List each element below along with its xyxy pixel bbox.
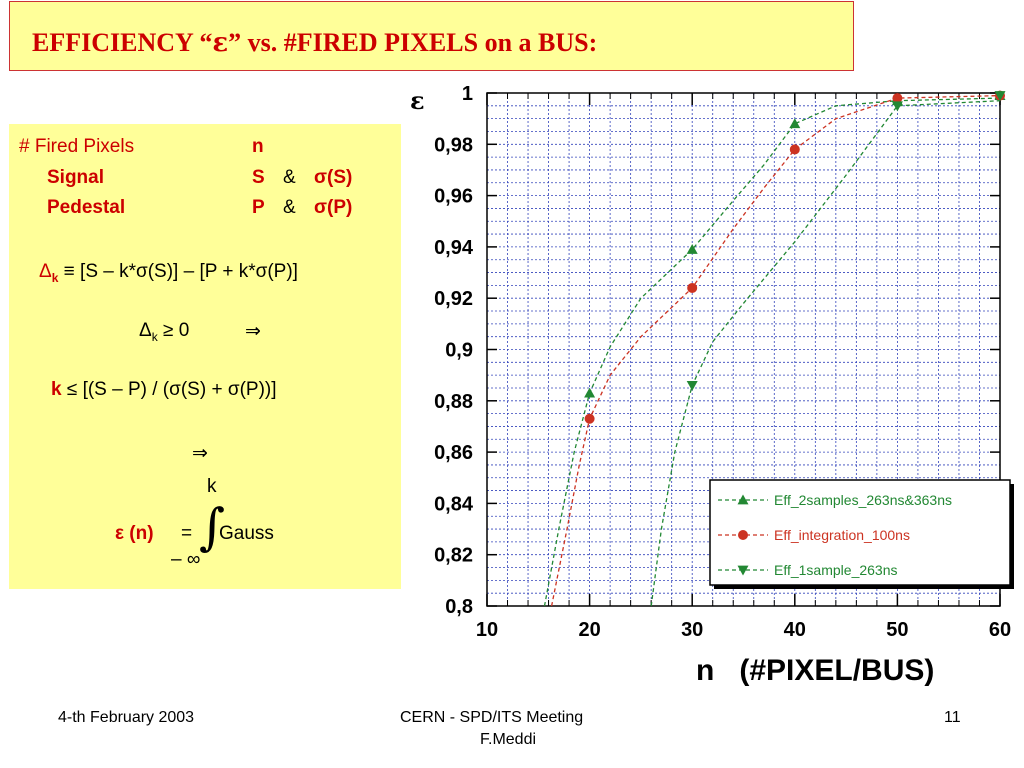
signal-sigma: σ(S)	[314, 167, 353, 188]
title-banner: EFFICIENCY “ε” vs. #FIRED PIXELS on a BU…	[9, 1, 854, 71]
y-tick-label: 1	[462, 83, 473, 105]
x-tick-label: 50	[886, 619, 908, 641]
data-point	[686, 381, 698, 391]
k-symbol: k	[51, 379, 62, 400]
fired-pixels-symbol: n	[252, 136, 264, 157]
y-tick-label: 0,94	[434, 237, 474, 259]
footer-page-number: 11	[944, 709, 961, 726]
x-tick-label: 30	[681, 619, 703, 641]
legend: Eff_2samples_263ns&363ns Eff_integration_…	[709, 479, 1014, 589]
series-line	[650, 100, 1001, 607]
epsilon-of-n: ε (n)	[115, 523, 154, 544]
integral-upper-limit: k	[207, 476, 217, 497]
footer-author: F.Meddi	[480, 731, 537, 748]
y-tick-label: 0,98	[434, 134, 473, 156]
legend-marker	[737, 565, 749, 576]
signal-label: Signal	[47, 167, 105, 188]
data-point	[892, 93, 903, 104]
title-suffix: ” vs. #FIRED PIXELS on a BUS:	[228, 28, 598, 57]
delta-expression: ≡ [S – k*σ(S)] – [P + k*σ(P)]	[63, 261, 298, 282]
pedestal-ampersand: &	[283, 197, 296, 218]
slide-title: EFFICIENCY “ε” vs. #FIRED PIXELS on a BU…	[32, 28, 597, 58]
y-tick-label: 0,9	[445, 340, 473, 362]
y-tick-label: 0,84	[434, 493, 474, 515]
fired-pixels-label: # Fired Pixels	[19, 136, 135, 157]
data-point	[584, 413, 595, 424]
cond-delta: Δ	[139, 320, 152, 341]
signal-ampersand: &	[283, 167, 296, 188]
x-tick-label: 20	[578, 619, 600, 641]
k-expression: ≤ [(S – P) / (σ(S) + σ(P))]	[66, 379, 277, 400]
x-tick-label: 10	[476, 619, 498, 641]
gauss-label: Gauss	[219, 523, 274, 544]
data-point	[686, 243, 698, 254]
cond-subscript: k	[151, 329, 158, 344]
equals-sign: =	[181, 523, 193, 544]
integral-lower-limit: – ∞	[171, 549, 201, 570]
data-point	[789, 118, 801, 129]
delta-condition: Δk ≥ 0	[139, 320, 189, 344]
x-tick-label: 40	[784, 619, 806, 641]
pedestal-label: Pedestal	[47, 197, 126, 218]
y-tick-label: 0,88	[434, 391, 473, 413]
legend-box	[709, 479, 1011, 586]
y-tick-label: 0,86	[434, 442, 473, 464]
pedestal-sigma: σ(P)	[314, 197, 353, 218]
legend-entry: Eff_integration_100ns	[774, 527, 910, 543]
y-axis-label: ε	[410, 86, 425, 115]
legend-entry: Eff_1sample_263ns	[774, 562, 898, 578]
y-tick-label: 0,96	[434, 186, 473, 208]
data-point	[687, 282, 698, 293]
y-tick-label: 0,92	[434, 288, 473, 310]
legend-marker	[737, 494, 749, 505]
series-line	[543, 97, 1001, 607]
footer-date: 4-th February 2003	[58, 709, 195, 726]
data-series	[543, 90, 1006, 607]
signal-symbol: S	[252, 167, 265, 188]
title-prefix: EFFICIENCY “	[32, 28, 213, 57]
grid-lines	[486, 92, 1001, 607]
legend-entry: Eff_2samples_263ns&363ns	[774, 492, 952, 508]
title-epsilon: ε	[212, 28, 229, 58]
axis-ticks: 10 20 30 40 50 60 0,8 0,82 0,84 0,86 0,88 0,9 0,92 0,…	[434, 83, 1011, 641]
y-tick-label: 0,82	[434, 545, 473, 567]
implies-arrow-2: ⇒	[192, 443, 208, 464]
legend-marker	[738, 530, 748, 540]
data-point	[584, 387, 596, 398]
k-bound: k ≤ [(S – P) / (σ(S) + σ(P))]	[51, 379, 277, 401]
cond-rest: ≥ 0	[162, 320, 190, 341]
footer-meeting: CERN - SPD/ITS Meeting	[400, 709, 584, 726]
x-axis-label: n (#PIXEL/BUS)	[696, 654, 934, 687]
implies-arrow-1: ⇒	[245, 321, 261, 342]
data-point	[994, 91, 1006, 102]
data-point	[789, 144, 800, 155]
data-point	[891, 101, 903, 112]
delta-symbol: Δ	[39, 261, 52, 282]
integral-symbol: ∫	[199, 498, 226, 556]
series-3	[650, 91, 1006, 607]
delta-subscript: k	[51, 270, 59, 285]
x-tick-label: 60	[989, 619, 1011, 641]
delta-definition: Δk ≡ [S – k*σ(S)] – [P + k*σ(P)]	[39, 261, 298, 285]
definitions-panel: # Fired Pixels n Signal S & σ(S) Pedesta…	[9, 124, 401, 589]
pedestal-symbol: P	[252, 197, 265, 218]
y-tick-label: 0,8	[445, 596, 473, 618]
